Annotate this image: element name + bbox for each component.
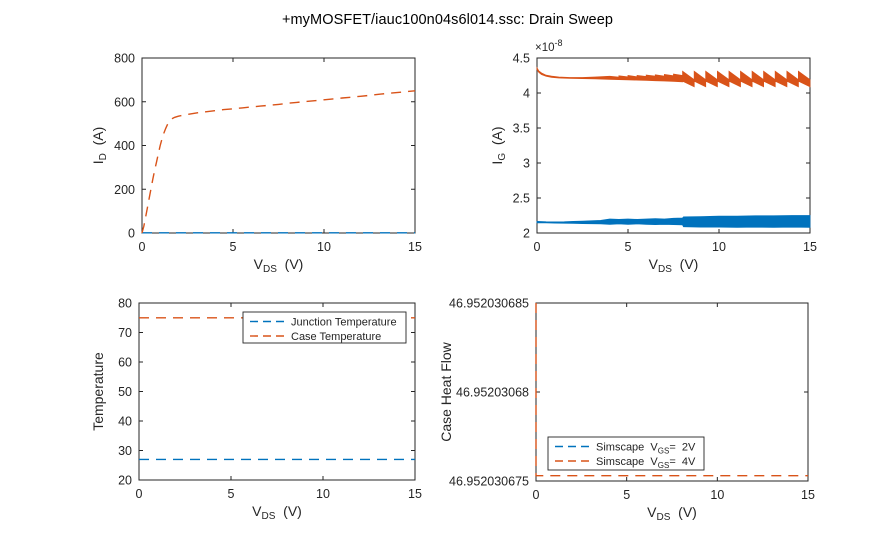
y-tick-label: 70 [118, 326, 132, 340]
series-group [535, 303, 808, 477]
x-tick-label: 10 [710, 488, 724, 502]
x-tick-label: 5 [228, 487, 235, 501]
y-axis-label: IG (A) [489, 126, 508, 164]
plot-box [141, 57, 416, 234]
legend-entry-label: Simscape VGS= 4V [596, 456, 696, 470]
y-tick-label: 40 [118, 415, 132, 429]
series-group [536, 66, 811, 228]
x-tick-label: 10 [712, 240, 726, 254]
y-tick-label: 46.952030685 [449, 297, 529, 311]
plot-box [536, 57, 811, 234]
legend-entry-label: Junction Temperature [291, 317, 397, 329]
legend-entry-label: Case Temperature [291, 331, 381, 343]
x-tick-label: 15 [801, 488, 815, 502]
x-axis-label: VDS (V) [649, 256, 699, 275]
y-tick-label: 3 [523, 157, 530, 171]
y-tick-label: 46.952030675 [449, 475, 529, 489]
legend-box [547, 436, 705, 471]
y-tick-label: 600 [114, 95, 135, 109]
y-tick-label: 200 [114, 183, 135, 197]
y-tick-label: 400 [114, 139, 135, 153]
y-tick-label: 0 [128, 227, 135, 241]
y-tick-label: 20 [118, 474, 132, 488]
y-tick-label: 2.5 [513, 192, 530, 206]
figure-title: +myMOSFET/iauc100n04s6l014.ssc: Drain Sw… [281, 12, 614, 28]
y-tick-label: 50 [118, 385, 132, 399]
y-tick-label: 800 [114, 52, 135, 66]
y-tick-label: 30 [118, 444, 132, 458]
x-axis-label: VDS (V) [254, 256, 304, 275]
series-VGS=4V [141, 90, 416, 234]
chart-case-heat-flow: 0 5 10 15 46.952030675 46.95203068 46.95203068… [438, 297, 815, 524]
x-tick-label: 15 [803, 240, 817, 254]
x-tick-label: 5 [623, 488, 630, 502]
x-axis-label: VDS (V) [647, 504, 697, 523]
series-VGS=2V [536, 215, 811, 228]
y-tick-label: 80 [118, 297, 132, 311]
chart-drain-current: 0 5 10 15 0 200 400 600 800 VDS (V) ID (A) [90, 52, 422, 276]
x-axis-label: VDS (V) [252, 503, 302, 522]
y-tick-label: 4 [523, 87, 530, 101]
x-tick-label: 0 [533, 488, 540, 502]
y-axis-label: Temperature [90, 352, 106, 431]
series-group [141, 90, 416, 234]
y-tick-label: 4.5 [513, 52, 530, 66]
series-VGS=4V [536, 66, 811, 88]
y-tick-label: 2 [523, 227, 530, 241]
legend-entry-label: Simscape VGS= 2V [596, 442, 696, 456]
x-tick-label: 0 [136, 487, 143, 501]
y-tick-label: 60 [118, 356, 132, 370]
x-tick-label: 15 [408, 487, 422, 501]
y-tick-label: 3.5 [513, 122, 530, 136]
x-tick-label: 0 [139, 240, 146, 254]
x-tick-label: 10 [317, 240, 331, 254]
legend-box [242, 311, 407, 344]
legend: Junction Temperature Case Temperature [242, 311, 407, 344]
y-tick-label: 46.95203068 [456, 386, 529, 400]
y-axis-label: Case Heat Flow [438, 341, 454, 441]
x-tick-label: 5 [625, 240, 632, 254]
x-tick-label: 0 [534, 240, 541, 254]
chart-gate-current: 0 5 10 15 2 2.5 3 3.5 4 4.5 VDS (V) IG (A) ×10-8 [489, 38, 817, 275]
y-axis-label: ID (A) [90, 127, 109, 165]
x-tick-label: 10 [316, 487, 330, 501]
series-Simscape VGS=4V [535, 303, 808, 477]
x-tick-label: 15 [408, 240, 422, 254]
y-axis-multiplier: ×10-8 [535, 38, 563, 54]
x-tick-label: 5 [230, 240, 237, 254]
chart-temperature: 0 5 10 15 20 30 40 50 60 70 80 VDS (V) Temperature Ju… [90, 297, 422, 523]
